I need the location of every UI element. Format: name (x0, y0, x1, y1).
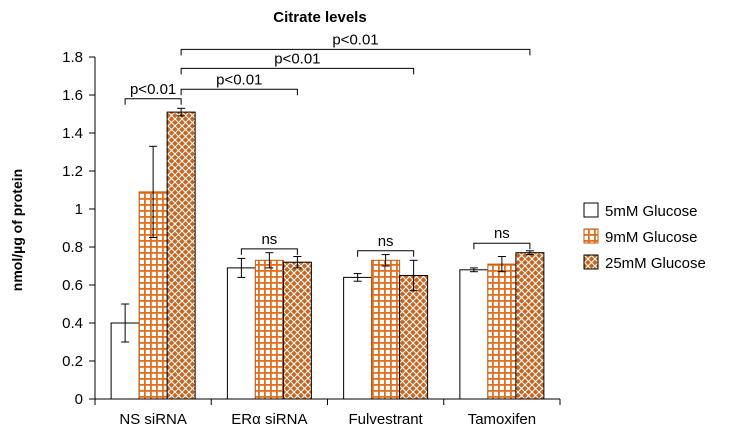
significance-label: ns (378, 233, 394, 250)
y-tick-label: 0.4 (62, 315, 83, 332)
bar (343, 276, 373, 400)
y-tick-label: 0.8 (62, 239, 83, 256)
y-tick-label: 0.2 (62, 353, 83, 370)
legend-swatch (583, 254, 599, 270)
significance-bracket (240, 248, 298, 255)
y-tick-label: 1.4 (62, 125, 83, 142)
significance-bracket (357, 250, 415, 257)
x-category-label: ERα siRNA (231, 411, 307, 428)
y-tick-label: 1.6 (62, 87, 83, 104)
significance-annotations: p<0.01 p<0.01 p<0.01 p<0.01 ns ns ns (124, 31, 531, 257)
y-tick-label: 1.2 (62, 163, 83, 180)
x-category-label: Fulvestrant (349, 411, 424, 428)
bar (515, 252, 545, 400)
legend-swatch (583, 228, 599, 244)
bar (282, 261, 312, 400)
legend-label: 9mM Glucose (605, 229, 698, 246)
x-category-label: Tamoxifen (468, 411, 536, 428)
bars-group (110, 107, 545, 400)
significance-bracket (180, 48, 531, 56)
x-axis: NS siRNA ERα siRNA Fulvestrant Tamoxifen (94, 398, 561, 428)
significance-label: p<0.01 (332, 31, 378, 48)
significance-label: p<0.01 (130, 81, 176, 98)
significance-label: p<0.01 (274, 50, 320, 67)
chart-title: Citrate levels (273, 9, 366, 26)
significance-bracket (180, 67, 415, 75)
y-tick-label: 1 (75, 201, 83, 218)
significance-label: ns (261, 231, 277, 248)
significance-bracket (180, 88, 298, 96)
significance-label: p<0.01 (216, 71, 262, 88)
x-category-label: NS siRNA (119, 411, 187, 428)
legend: 5mM Glucose 9mM Glucose 25mM Glucose (583, 202, 706, 272)
significance-bracket (124, 98, 182, 105)
y-tick-label: 1.8 (62, 49, 83, 66)
legend-swatch (583, 202, 599, 218)
bar (487, 263, 517, 400)
y-tick-label: 0.6 (62, 277, 83, 294)
bar (226, 267, 256, 400)
significance-bracket (473, 242, 531, 250)
y-tick-label: 0 (75, 391, 83, 408)
significance-label: ns (494, 225, 510, 242)
legend-label: 5mM Glucose (605, 203, 698, 220)
y-axis: 0 0.2 0.4 0.6 0.8 1 1.2 1.4 1.6 1.8 (62, 49, 96, 408)
y-axis-label: nmol/µg of protein (9, 169, 25, 291)
bar (459, 269, 489, 400)
bar (254, 259, 284, 400)
bar (166, 111, 196, 400)
legend-label: 25mM Glucose (605, 255, 706, 272)
bar (399, 275, 429, 400)
bar (371, 259, 401, 400)
